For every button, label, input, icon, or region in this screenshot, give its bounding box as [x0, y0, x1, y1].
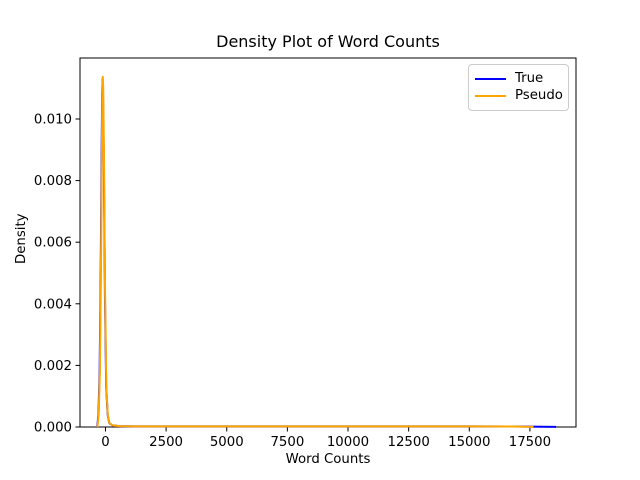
axes-spines [79, 57, 577, 428]
x-axis-label: Word Counts [285, 452, 371, 467]
y-tick-label: 0.010 [34, 112, 72, 127]
y-tick-label: 0.002 [34, 359, 72, 374]
series-line-pseudo [96, 75, 534, 428]
x-tick-label: 15000 [448, 435, 490, 450]
x-tick-label: 12500 [387, 435, 429, 450]
series-line-true [96, 77, 557, 428]
x-tick-label: 0 [101, 435, 109, 450]
y-tick-label: 0.004 [34, 297, 72, 312]
series-layer [96, 75, 557, 428]
legend-label-pseudo: Pseudo [515, 88, 563, 104]
x-tick-label: 5000 [210, 435, 244, 450]
chart-title: Density Plot of Word Counts [216, 32, 440, 51]
axes-layer: 0 2500 5000 7500 10000 12500 15000 17500 0.000 0.… [34, 57, 577, 450]
x-tick-label: 17500 [509, 435, 551, 450]
x-tick-label: 2500 [149, 435, 183, 450]
legend-item-pseudo: Pseudo [475, 88, 563, 104]
legend-line-sample-true [475, 77, 506, 80]
legend-item-true: True [475, 70, 560, 86]
y-tick-label: 0.008 [34, 174, 72, 189]
y-tick-label: 0.006 [34, 236, 72, 251]
x-tick-label: 10000 [327, 435, 369, 450]
x-tick-label: 7500 [270, 435, 304, 450]
legend: True Pseudo [468, 64, 569, 111]
legend-label-true: True [515, 70, 544, 86]
y-tick-label: 0.000 [34, 421, 72, 436]
legend-line-sample-pseudo [475, 95, 506, 98]
